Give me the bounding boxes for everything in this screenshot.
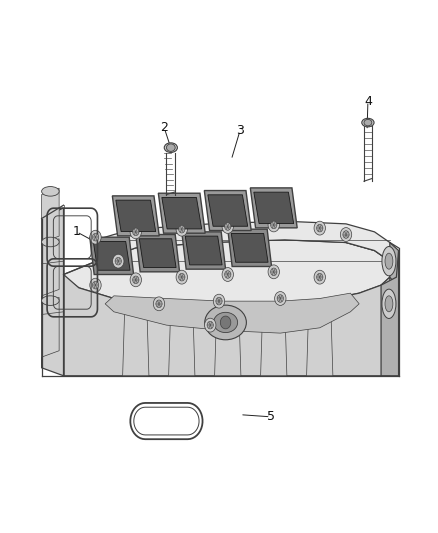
- Circle shape: [268, 218, 279, 232]
- Circle shape: [90, 278, 101, 292]
- Ellipse shape: [42, 296, 59, 305]
- Polygon shape: [42, 297, 59, 357]
- Polygon shape: [185, 236, 222, 265]
- Circle shape: [133, 228, 139, 236]
- Polygon shape: [90, 237, 134, 274]
- Polygon shape: [139, 239, 176, 268]
- Ellipse shape: [166, 144, 175, 151]
- Polygon shape: [254, 192, 293, 224]
- Circle shape: [133, 276, 139, 284]
- Polygon shape: [215, 304, 241, 376]
- Circle shape: [179, 225, 185, 233]
- Text: 3: 3: [236, 124, 244, 137]
- Polygon shape: [251, 188, 297, 228]
- Text: 5: 5: [267, 410, 275, 423]
- Polygon shape: [42, 239, 59, 296]
- Polygon shape: [93, 241, 130, 270]
- Circle shape: [90, 230, 101, 244]
- Ellipse shape: [164, 143, 177, 152]
- Polygon shape: [112, 196, 159, 236]
- Ellipse shape: [42, 237, 59, 247]
- Polygon shape: [228, 229, 272, 266]
- Polygon shape: [136, 235, 180, 272]
- Ellipse shape: [382, 246, 396, 276]
- Circle shape: [115, 257, 121, 265]
- Polygon shape: [42, 208, 64, 376]
- Circle shape: [314, 221, 325, 235]
- Polygon shape: [105, 293, 359, 333]
- Text: 1: 1: [73, 225, 81, 238]
- Ellipse shape: [364, 119, 372, 126]
- Polygon shape: [123, 304, 149, 376]
- Circle shape: [207, 321, 213, 329]
- Ellipse shape: [362, 118, 374, 127]
- Circle shape: [225, 223, 231, 230]
- Circle shape: [92, 233, 99, 241]
- Ellipse shape: [385, 253, 393, 269]
- Circle shape: [271, 268, 277, 276]
- Circle shape: [156, 300, 162, 308]
- Polygon shape: [182, 232, 226, 269]
- Ellipse shape: [42, 187, 59, 196]
- Polygon shape: [231, 233, 268, 262]
- Circle shape: [205, 318, 216, 332]
- Circle shape: [176, 222, 187, 236]
- Circle shape: [153, 297, 165, 311]
- Circle shape: [271, 221, 277, 229]
- Polygon shape: [64, 240, 390, 304]
- Circle shape: [343, 231, 349, 238]
- Polygon shape: [208, 195, 248, 226]
- Circle shape: [130, 225, 141, 239]
- Polygon shape: [42, 188, 59, 243]
- Polygon shape: [169, 304, 195, 376]
- Polygon shape: [381, 251, 399, 376]
- Circle shape: [317, 224, 323, 232]
- Polygon shape: [307, 304, 333, 376]
- Polygon shape: [204, 191, 251, 230]
- Circle shape: [130, 273, 141, 287]
- Circle shape: [340, 228, 352, 241]
- Polygon shape: [64, 274, 390, 376]
- Circle shape: [277, 295, 283, 302]
- Circle shape: [179, 273, 185, 281]
- Polygon shape: [96, 221, 390, 261]
- Circle shape: [92, 281, 99, 289]
- Ellipse shape: [205, 305, 246, 340]
- Circle shape: [220, 316, 231, 329]
- Polygon shape: [158, 193, 205, 233]
- Circle shape: [222, 268, 233, 281]
- Circle shape: [275, 292, 286, 305]
- Polygon shape: [261, 304, 287, 376]
- Text: 2: 2: [160, 122, 168, 134]
- Circle shape: [113, 254, 124, 268]
- Text: 4: 4: [364, 95, 372, 108]
- Ellipse shape: [213, 312, 237, 333]
- Circle shape: [225, 271, 231, 278]
- Circle shape: [317, 273, 323, 281]
- Circle shape: [314, 270, 325, 284]
- Polygon shape: [116, 200, 156, 231]
- Circle shape: [213, 294, 225, 308]
- Ellipse shape: [385, 296, 393, 312]
- Circle shape: [268, 265, 279, 279]
- Polygon shape: [346, 243, 399, 288]
- Ellipse shape: [382, 289, 396, 318]
- Polygon shape: [162, 198, 201, 229]
- Circle shape: [176, 270, 187, 284]
- Circle shape: [222, 220, 233, 233]
- Circle shape: [216, 297, 222, 305]
